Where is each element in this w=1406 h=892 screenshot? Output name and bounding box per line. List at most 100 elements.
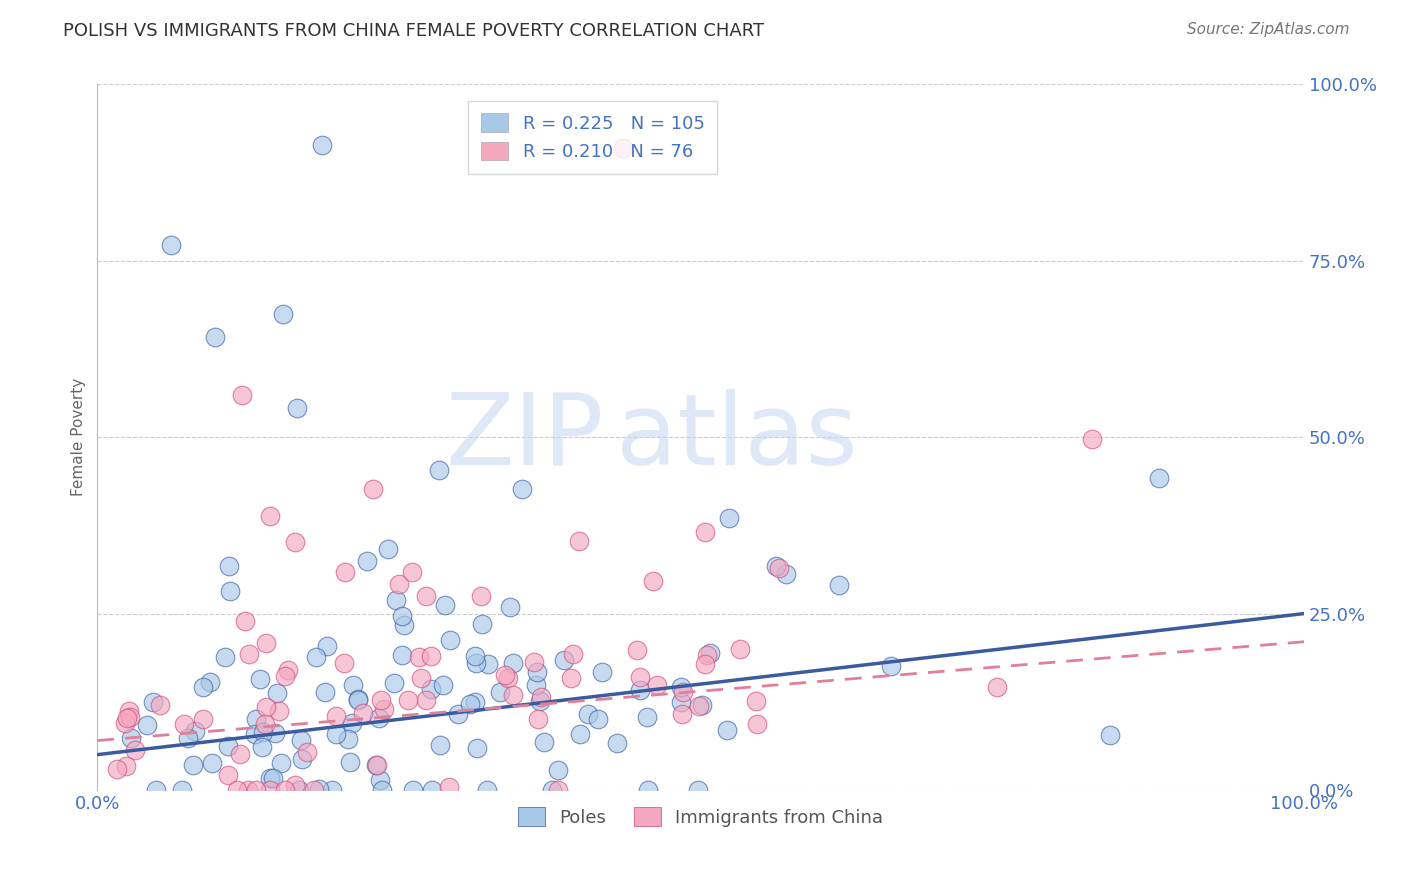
Point [249, 672, 271, 686]
Point [437, 780, 460, 795]
Point [669, 680, 692, 694]
Point [391, 608, 413, 623]
Point [264, 726, 287, 740]
Point [142, 695, 165, 709]
Point [672, 685, 695, 699]
Point [464, 695, 486, 709]
Point [1098, 728, 1121, 742]
Point [408, 650, 430, 665]
Text: ZIP: ZIP [446, 389, 605, 485]
Point [641, 574, 664, 589]
Point [671, 707, 693, 722]
Point [547, 783, 569, 797]
Point [366, 758, 388, 772]
Point [259, 783, 281, 797]
Point [366, 758, 388, 772]
Point [218, 559, 240, 574]
Point [114, 716, 136, 731]
Point [295, 745, 318, 759]
Point [396, 693, 419, 707]
Point [120, 731, 142, 745]
Point [284, 535, 307, 549]
Point [198, 675, 221, 690]
Point [259, 508, 281, 523]
Point [718, 510, 741, 524]
Point [314, 685, 336, 699]
Point [259, 771, 281, 785]
Point [347, 692, 370, 706]
Point [201, 756, 224, 771]
Point [254, 717, 277, 731]
Point [471, 617, 494, 632]
Point [333, 656, 356, 670]
Point [526, 665, 548, 679]
Point [699, 646, 721, 660]
Point [271, 307, 294, 321]
Point [402, 783, 425, 797]
Point [159, 238, 181, 252]
Point [560, 672, 582, 686]
Point [262, 771, 284, 785]
Point [245, 713, 267, 727]
Point [333, 565, 356, 579]
Point [346, 691, 368, 706]
Point [540, 783, 562, 797]
Point [145, 783, 167, 797]
Point [250, 740, 273, 755]
Point [586, 713, 609, 727]
Point [173, 717, 195, 731]
Point [645, 678, 668, 692]
Point [775, 566, 797, 581]
Point [510, 483, 533, 497]
Point [880, 658, 903, 673]
Point [986, 680, 1008, 694]
Point [502, 656, 524, 670]
Point [553, 653, 575, 667]
Point [269, 704, 291, 718]
Point [254, 700, 277, 714]
Point [628, 670, 651, 684]
Point [427, 463, 450, 477]
Point [475, 783, 498, 797]
Point [288, 783, 311, 797]
Point [499, 600, 522, 615]
Point [191, 712, 214, 726]
Point [391, 648, 413, 662]
Point [470, 589, 492, 603]
Point [118, 704, 141, 718]
Point [415, 693, 437, 707]
Point [270, 756, 292, 771]
Point [688, 699, 710, 714]
Point [494, 668, 516, 682]
Point [284, 778, 307, 792]
Point [745, 694, 768, 708]
Point [120, 710, 142, 724]
Point [336, 732, 359, 747]
Point [696, 648, 718, 662]
Point [115, 711, 138, 725]
Point [177, 731, 200, 745]
Point [716, 723, 738, 737]
Point [547, 764, 569, 778]
Point [245, 783, 267, 797]
Y-axis label: Female Poverty: Female Poverty [72, 378, 86, 496]
Point [371, 783, 394, 797]
Point [373, 702, 395, 716]
Point [529, 694, 551, 708]
Point [562, 647, 585, 661]
Point [411, 671, 433, 685]
Point [401, 566, 423, 580]
Point [432, 678, 454, 692]
Point [193, 680, 215, 694]
Point [311, 137, 333, 152]
Point [184, 723, 207, 738]
Point [695, 524, 717, 539]
Point [420, 682, 443, 697]
Legend: Poles, Immigrants from China: Poles, Immigrants from China [510, 800, 890, 834]
Point [502, 688, 524, 702]
Point [828, 578, 851, 592]
Point [568, 727, 591, 741]
Point [243, 727, 266, 741]
Point [363, 482, 385, 496]
Point [690, 698, 713, 713]
